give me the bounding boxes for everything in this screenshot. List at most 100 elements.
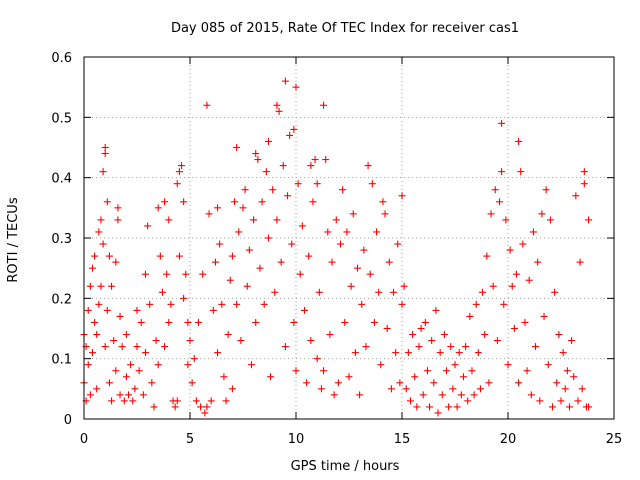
data-point: [150, 403, 158, 411]
data-point: [165, 216, 173, 224]
x-tick-label: 25: [606, 432, 623, 447]
data-point: [186, 337, 194, 345]
data-point: [544, 361, 552, 369]
y-tick-label: 0.1: [51, 353, 72, 368]
data-point: [436, 349, 444, 357]
y-tick-label: 0.5: [51, 111, 72, 126]
data-point: [165, 318, 173, 326]
data-point: [118, 343, 126, 351]
x-axis-tick-labels: 0 5 10 15 20 25: [80, 432, 622, 447]
data-point: [470, 391, 478, 399]
data-point: [184, 318, 192, 326]
data-point: [462, 343, 470, 351]
data-point: [515, 379, 523, 387]
data-point: [328, 258, 336, 266]
data-point: [222, 397, 230, 405]
data-point: [392, 349, 400, 357]
data-point: [330, 391, 338, 399]
data-point: [459, 373, 467, 381]
data-point: [182, 270, 190, 278]
data-point: [557, 397, 565, 405]
data-point: [313, 355, 321, 363]
data-point: [258, 198, 266, 206]
data-point: [443, 367, 451, 375]
data-point: [161, 198, 169, 206]
data-point: [108, 397, 116, 405]
data-point: [267, 373, 275, 381]
data-point: [167, 300, 175, 308]
data-point: [97, 216, 105, 224]
data-point: [404, 349, 412, 357]
data-point: [199, 270, 207, 278]
data-point: [493, 337, 501, 345]
data-point: [383, 325, 391, 332]
data-point: [572, 192, 580, 200]
data-point: [451, 361, 459, 369]
data-point: [532, 343, 540, 351]
data-point: [241, 186, 249, 194]
data-point: [390, 288, 398, 296]
data-point: [281, 343, 289, 351]
data-point: [188, 379, 196, 387]
data-point: [114, 204, 122, 212]
data-point: [152, 337, 160, 345]
data-point: [127, 361, 135, 369]
data-point: [256, 264, 264, 272]
data-point: [455, 349, 463, 357]
data-point: [326, 331, 334, 339]
y-tick-label: 0.2: [51, 292, 72, 307]
data-point: [438, 391, 446, 399]
data-point: [120, 397, 128, 405]
data-point: [381, 210, 389, 218]
data-point: [292, 367, 300, 375]
data-point: [247, 361, 255, 369]
data-point: [154, 204, 162, 212]
data-point: [434, 409, 442, 417]
data-point: [565, 403, 573, 411]
data-point: [101, 144, 109, 151]
data-point: [472, 300, 480, 308]
data-point: [347, 282, 355, 290]
data-point: [173, 397, 181, 405]
data-point: [489, 282, 497, 290]
data-point: [517, 168, 525, 176]
data-point: [574, 397, 582, 405]
data-point: [273, 101, 281, 109]
data-point: [426, 403, 434, 411]
data-point: [379, 198, 387, 206]
data-point: [300, 306, 308, 314]
data-point: [313, 180, 321, 188]
data-point: [421, 318, 429, 326]
data-point: [88, 349, 96, 357]
data-point: [101, 343, 109, 351]
data-point: [445, 403, 453, 411]
data-point: [203, 101, 211, 109]
data-point: [175, 168, 183, 176]
data-point: [387, 385, 395, 393]
data-point: [360, 246, 368, 254]
data-point: [214, 349, 222, 357]
data-point: [394, 240, 402, 248]
data-point: [402, 385, 410, 393]
data-point: [406, 397, 414, 405]
x-axis-label: GPS time / hours: [291, 459, 400, 474]
data-point: [105, 252, 113, 260]
data-point: [91, 318, 99, 326]
data-point: [542, 186, 550, 194]
data-point: [214, 204, 222, 212]
data-point: [264, 234, 272, 242]
data-point: [103, 306, 111, 314]
data-point: [156, 252, 164, 260]
data-point: [252, 318, 260, 326]
data-point: [95, 300, 103, 308]
data-point: [398, 192, 406, 200]
data-point: [449, 385, 457, 393]
data-point: [430, 379, 438, 387]
y-tick-label: 0.4: [51, 172, 72, 187]
data-point: [307, 162, 315, 170]
grid: [84, 57, 614, 419]
data-point: [86, 282, 94, 290]
data-point: [239, 204, 247, 212]
data-point: [292, 83, 300, 91]
data-point: [585, 216, 593, 224]
